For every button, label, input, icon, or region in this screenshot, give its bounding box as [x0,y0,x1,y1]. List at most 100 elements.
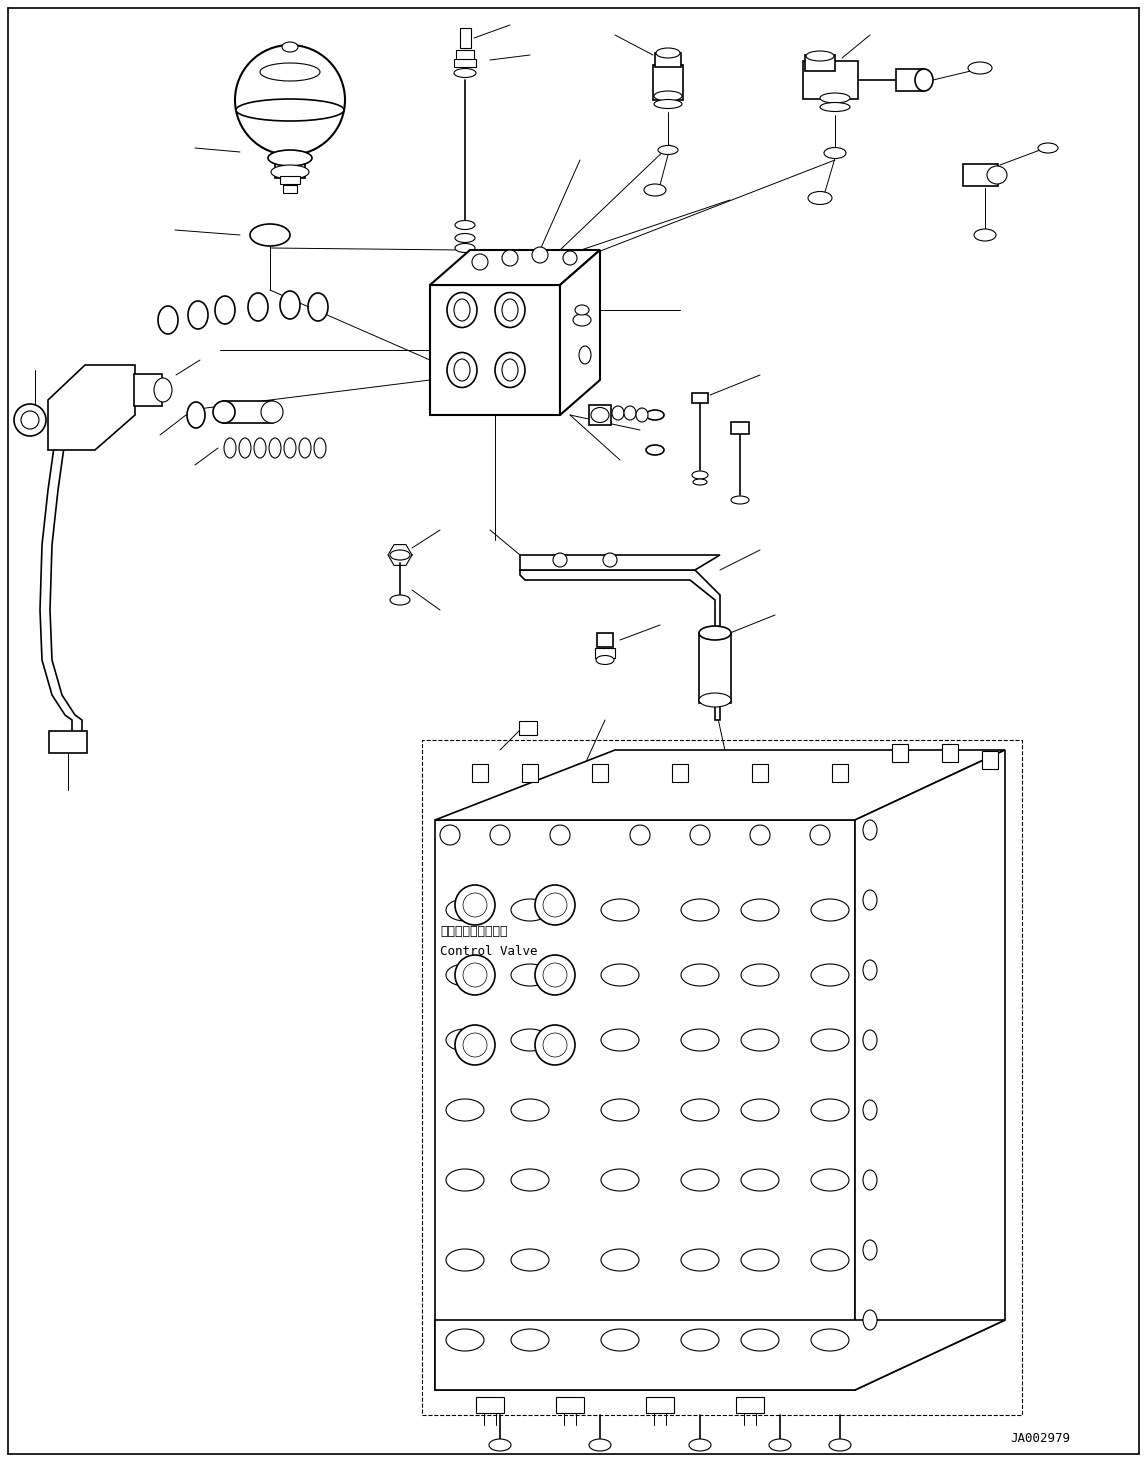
Polygon shape [435,820,855,1390]
Ellipse shape [271,165,309,178]
Ellipse shape [768,1439,791,1450]
Circle shape [603,553,617,567]
Ellipse shape [863,1170,877,1190]
Ellipse shape [693,480,707,485]
Ellipse shape [681,1170,719,1192]
Ellipse shape [454,69,476,77]
Ellipse shape [681,1029,719,1051]
Circle shape [535,1025,575,1064]
Circle shape [235,45,345,155]
Ellipse shape [260,63,320,80]
Circle shape [502,250,518,266]
Ellipse shape [646,409,664,420]
Ellipse shape [681,1329,719,1351]
Polygon shape [430,250,600,285]
Text: Control Valve: Control Valve [440,944,538,958]
Ellipse shape [681,899,719,921]
Ellipse shape [280,291,301,319]
Ellipse shape [214,295,235,325]
Ellipse shape [284,439,296,458]
Ellipse shape [601,1170,639,1192]
Circle shape [463,963,487,987]
Ellipse shape [512,963,549,985]
Ellipse shape [681,963,719,985]
Ellipse shape [811,1029,849,1051]
Ellipse shape [574,314,591,326]
Ellipse shape [731,496,749,504]
Ellipse shape [262,401,283,423]
Ellipse shape [654,91,682,101]
Ellipse shape [863,961,877,980]
Bar [518,721,537,735]
Ellipse shape [239,439,251,458]
Ellipse shape [224,439,236,458]
Circle shape [440,825,460,845]
Circle shape [690,825,710,845]
Circle shape [535,885,575,925]
Ellipse shape [575,306,590,314]
Ellipse shape [502,300,518,322]
Circle shape [455,955,496,996]
Bar [223,401,273,423]
Ellipse shape [699,626,731,640]
Bar [752,765,768,782]
Ellipse shape [590,1439,611,1450]
Bar [896,69,924,91]
Circle shape [532,247,548,263]
Bar [892,744,908,762]
Ellipse shape [154,379,172,402]
Bar [653,64,682,99]
Circle shape [630,825,650,845]
Bar [595,648,615,658]
Bar [522,765,538,782]
Ellipse shape [1038,143,1058,154]
Ellipse shape [496,292,525,327]
Bar [646,1398,674,1412]
Ellipse shape [643,184,666,196]
Ellipse shape [811,899,849,921]
Polygon shape [855,750,1005,1390]
Ellipse shape [447,292,477,327]
Ellipse shape [863,820,877,841]
Ellipse shape [656,48,680,58]
Polygon shape [48,366,135,450]
Ellipse shape [250,224,290,246]
Bar [655,53,681,67]
Circle shape [543,963,567,987]
Ellipse shape [811,1170,849,1192]
Polygon shape [520,556,720,570]
Ellipse shape [811,1099,849,1121]
Ellipse shape [314,439,326,458]
Ellipse shape [824,148,846,158]
Circle shape [455,1025,496,1064]
Ellipse shape [863,1240,877,1260]
Ellipse shape [646,444,664,455]
Ellipse shape [489,1439,512,1450]
Circle shape [563,251,577,265]
Bar [280,175,301,184]
Text: JA002979: JA002979 [1011,1431,1070,1444]
Ellipse shape [601,963,639,985]
Ellipse shape [390,595,409,605]
Ellipse shape [863,890,877,909]
Ellipse shape [512,1249,549,1270]
Ellipse shape [447,352,477,387]
Ellipse shape [446,963,484,985]
Ellipse shape [741,963,779,985]
Circle shape [21,411,39,428]
Circle shape [455,885,496,925]
Polygon shape [435,750,1005,820]
Bar [596,633,612,648]
Ellipse shape [454,360,470,382]
Ellipse shape [158,306,178,333]
Ellipse shape [512,1329,549,1351]
Bar [699,633,731,703]
Ellipse shape [591,408,609,423]
Circle shape [473,254,487,270]
Bar [476,1398,504,1412]
Ellipse shape [741,1329,779,1351]
Ellipse shape [863,1031,877,1050]
Ellipse shape [681,1099,719,1121]
Circle shape [463,893,487,917]
Ellipse shape [863,1099,877,1120]
